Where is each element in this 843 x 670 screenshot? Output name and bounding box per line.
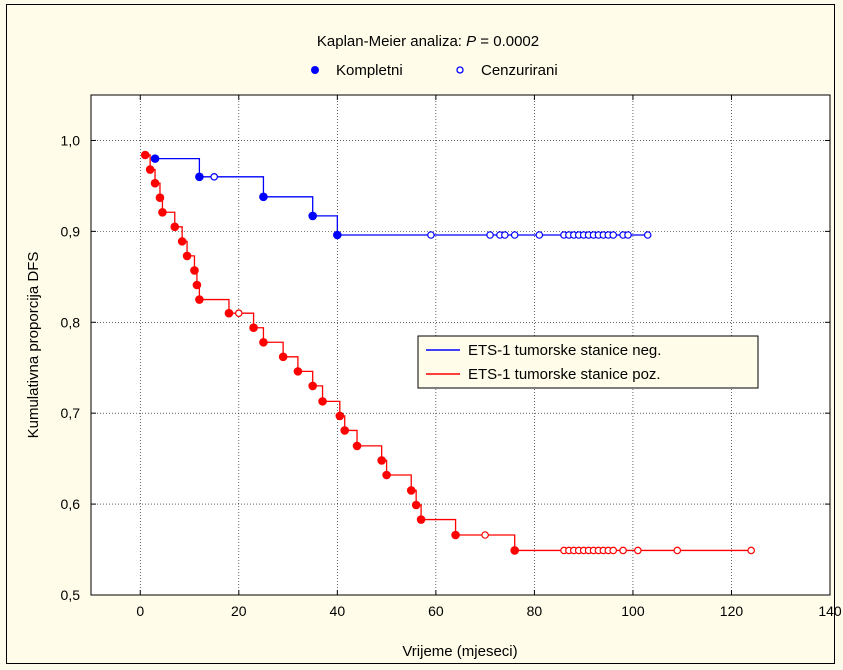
- x-tick-label: 0: [136, 603, 144, 619]
- y-tick-label: 0,8: [61, 314, 81, 330]
- censored-legend-label: Cenzurirani: [481, 62, 558, 79]
- x-tick-label: 100: [621, 603, 645, 619]
- x-axis: 0 20 40 60 80 100 120 140: [136, 95, 842, 619]
- event-point: [308, 211, 318, 221]
- event-point: [224, 308, 234, 318]
- censored-point: [510, 231, 519, 239]
- y-tick-label: 0,7: [61, 405, 81, 421]
- event-point: [145, 165, 155, 174]
- censored-point: [609, 231, 618, 239]
- y-tick-label: 1,0: [61, 132, 81, 148]
- event-point: [510, 546, 519, 555]
- censored-marker-icon: [456, 66, 464, 74]
- event-point: [451, 530, 460, 540]
- x-tick-label: 140: [818, 603, 842, 619]
- event-point: [170, 222, 180, 232]
- x-tick-label: 40: [330, 603, 346, 619]
- y-axis-title: Kumulativna proporcija DFS: [25, 252, 42, 439]
- y-tick-label: 0,6: [61, 496, 81, 512]
- x-tick-label: 120: [720, 603, 744, 619]
- censored-point: [747, 546, 755, 555]
- x-tick-label: 80: [527, 603, 543, 619]
- censored-point: [634, 546, 642, 555]
- censored-point: [235, 309, 243, 317]
- event-point: [177, 237, 187, 246]
- series-legend: ETS-1 tumorske stanice neg. ETS-1 tumors…: [417, 335, 759, 389]
- series-legend-box: [417, 335, 759, 389]
- event-point: [259, 337, 268, 347]
- event-point: [382, 470, 391, 480]
- event-point: [308, 381, 318, 391]
- y-tick-label: 0,9: [61, 223, 81, 239]
- complete-legend-label: Kompletni: [336, 62, 403, 79]
- censored-point: [624, 231, 632, 239]
- event-point: [259, 192, 268, 202]
- event-point: [150, 178, 160, 188]
- event-point: [411, 500, 421, 510]
- event-point: [195, 295, 204, 304]
- x-tick-label: 60: [428, 603, 444, 619]
- legend-label-pos: ETS-1 tumorske stanice poz.: [468, 366, 661, 383]
- censored-point: [643, 231, 652, 239]
- event-point: [182, 251, 192, 261]
- event-point: [318, 397, 327, 406]
- censored-point: [609, 546, 618, 555]
- event-point: [352, 441, 362, 451]
- event-point: [195, 172, 204, 182]
- event-point: [140, 150, 150, 160]
- event-point: [190, 266, 199, 275]
- y-tick-label: 0,5: [61, 587, 81, 603]
- x-tick-label: 20: [231, 603, 247, 619]
- marker-legend: Kompletni Cenzurirani: [311, 62, 558, 79]
- event-point: [192, 280, 202, 290]
- survival-curves: [140, 150, 755, 555]
- event-point: [155, 193, 165, 203]
- chart-title: Kaplan-Meier analiza: P = 0.0002: [317, 33, 539, 50]
- survival-step-line: [155, 157, 648, 236]
- y-axis: 0,5 0,6 0,7 0,8 0,9 1,0: [61, 132, 830, 603]
- event-point: [158, 207, 167, 217]
- event-point: [340, 426, 350, 435]
- event-point: [335, 411, 345, 421]
- event-point: [406, 486, 416, 495]
- event-point: [416, 515, 426, 524]
- x-axis-title: Vrijeme (mjeseci): [402, 643, 517, 660]
- event-point: [333, 230, 342, 240]
- event-point: [150, 154, 160, 163]
- censored-point: [535, 231, 544, 239]
- event-point: [278, 352, 288, 362]
- censored-point: [501, 231, 509, 239]
- censored-point: [619, 546, 627, 555]
- censored-point: [486, 231, 494, 239]
- legend-label-neg: ETS-1 tumorske stanice neg.: [468, 342, 661, 359]
- event-point: [249, 323, 258, 333]
- censored-point: [673, 546, 682, 555]
- complete-marker-icon: [311, 66, 319, 74]
- censored-point: [210, 173, 218, 181]
- censored-point: [427, 231, 435, 239]
- event-point: [293, 367, 303, 376]
- event-point: [377, 456, 386, 465]
- censored-point: [481, 531, 489, 539]
